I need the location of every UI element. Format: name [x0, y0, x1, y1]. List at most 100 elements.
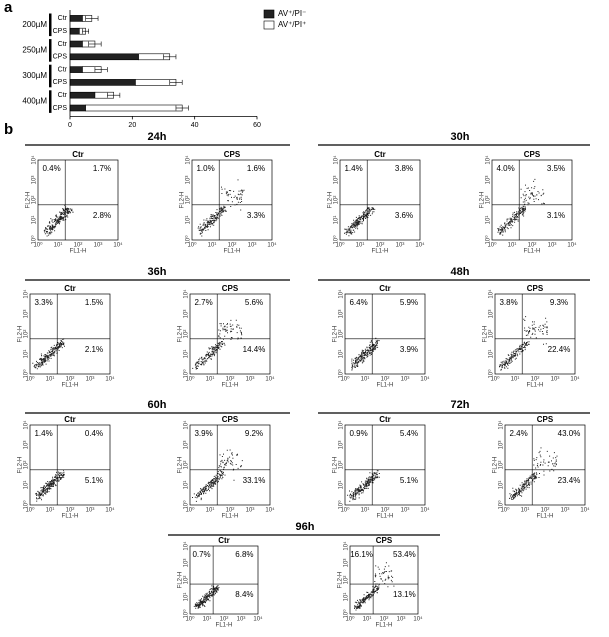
y-tick-label: 10⁰ — [343, 609, 350, 619]
y-tick-label: 10¹ — [489, 350, 495, 359]
y-tick-label: 10⁴ — [333, 155, 340, 165]
y-tick-label: 10⁴ — [183, 289, 190, 299]
x-tick-label: 10¹ — [356, 243, 365, 249]
y-tick-label: 10³ — [334, 176, 340, 185]
x-tick-label: 10⁴ — [415, 242, 425, 249]
y-tick-label: 10² — [339, 461, 345, 470]
quadrant-percent: 5.6% — [245, 298, 263, 307]
y-tick-label: 10⁴ — [338, 289, 345, 299]
quadrant-percent: 0.9% — [349, 429, 367, 438]
plot-label: CPS — [524, 150, 541, 159]
quadrant-percent: 9.2% — [245, 429, 263, 438]
quadrant-percent: 5.1% — [400, 476, 418, 485]
y-axis-label: FL2-H — [338, 572, 344, 589]
y-tick-label: 10⁰ — [338, 369, 345, 379]
x-axis-label: FL1-H — [224, 249, 241, 255]
y-tick-label: 10² — [24, 330, 30, 339]
group-bracket — [49, 39, 52, 62]
timepoint-label: 36h — [148, 266, 167, 278]
x-tick-label: 10⁰ — [335, 242, 345, 249]
plot-frame — [189, 293, 271, 375]
x-tick-label: 10⁰ — [490, 376, 500, 383]
plot-label: CPS — [376, 536, 393, 545]
x-tick-label: 10⁰ — [185, 376, 195, 383]
y-axis-label: FL2-H — [483, 326, 489, 343]
x-tick-label: 10¹ — [361, 508, 370, 514]
quadrant-percent: 1.6% — [247, 164, 265, 173]
y-tick-label: 10² — [24, 461, 30, 470]
plot-frame — [344, 424, 426, 506]
x-axis-label: FL1-H — [372, 249, 389, 255]
error-bar — [107, 92, 121, 98]
y-tick-label: 10⁴ — [23, 289, 30, 299]
quadrant-percent: 23.4% — [558, 476, 581, 485]
y-tick-label: 10¹ — [184, 481, 190, 490]
x-tick-label: 10³ — [246, 377, 255, 383]
timepoint-label: 96h — [296, 521, 315, 533]
x-tick-label: 10² — [226, 377, 235, 383]
x-tick-label: 10³ — [401, 377, 410, 383]
x-tick-label: 10⁰ — [340, 507, 350, 514]
y-tick-label: 10¹ — [334, 216, 340, 225]
y-tick-label: 10³ — [32, 176, 38, 185]
x-tick-label: 10⁰ — [487, 242, 497, 249]
y-axis-label: FL2-H — [328, 192, 334, 209]
plot-frame — [494, 293, 576, 375]
x-axis-label: FL1-H — [524, 249, 541, 255]
x-tick-label: 10⁰ — [25, 376, 35, 383]
y-axis-label: FL2-H — [178, 457, 184, 474]
y-tick-label: 10⁰ — [333, 235, 340, 245]
y-tick-label: 10³ — [24, 310, 30, 319]
x-tick-label: 40 — [191, 122, 199, 129]
x-tick-label: 10¹ — [511, 377, 520, 383]
x-tick-label: 10³ — [561, 508, 570, 514]
y-tick-label: 10³ — [184, 441, 190, 450]
quadrant-percent: 43.0% — [558, 429, 581, 438]
legend-swatch — [263, 20, 275, 30]
y-tick-label: 10¹ — [339, 481, 345, 490]
quadrant-percent: 33.1% — [243, 476, 266, 485]
x-tick-label: 10⁴ — [420, 507, 430, 514]
plot-frame — [29, 424, 111, 506]
x-tick-label: 10¹ — [46, 508, 55, 514]
quadrant-percent: 3.5% — [547, 164, 565, 173]
x-axis-label: FL1-H — [527, 383, 544, 389]
x-tick-label: 10¹ — [361, 377, 370, 383]
quadrant-percent: 3.1% — [547, 211, 565, 220]
x-tick-label: 10¹ — [203, 617, 212, 623]
y-tick-label: 10⁴ — [185, 155, 192, 165]
x-axis-label: FL1-H — [537, 514, 554, 520]
plot-frame — [189, 545, 259, 615]
x-tick-label: 10⁴ — [265, 376, 275, 383]
x-tick-label: 10² — [528, 243, 537, 249]
x-axis-label: FL1-H — [62, 514, 79, 520]
y-tick-label: 10⁰ — [23, 500, 30, 510]
x-axis-label: FL1-H — [377, 383, 394, 389]
y-tick-label: 10³ — [489, 310, 495, 319]
y-tick-label: 10³ — [339, 310, 345, 319]
x-tick-label: 10⁴ — [580, 507, 590, 514]
y-tick-label: 10⁴ — [485, 155, 492, 165]
bar — [69, 40, 83, 48]
quadrant-percent: 1.7% — [93, 164, 111, 173]
plot-frame — [504, 424, 586, 506]
group-label: 250µM — [22, 46, 47, 55]
quadrant-percent: 6.4% — [349, 298, 367, 307]
x-tick-label: 10² — [74, 243, 83, 249]
event-dots — [497, 178, 545, 236]
plot-label: CPS — [222, 415, 239, 424]
y-tick-label: 10⁰ — [183, 500, 190, 510]
x-tick-label: 10² — [66, 377, 75, 383]
plot-frame — [29, 293, 111, 375]
x-tick-label: 10² — [381, 508, 390, 514]
panel-label: b — [4, 121, 13, 138]
plot-frame — [191, 159, 273, 241]
y-tick-label: 10⁰ — [183, 369, 190, 379]
x-tick-label: 10³ — [551, 377, 560, 383]
x-tick-label: 10¹ — [206, 377, 215, 383]
event-dots — [192, 449, 243, 502]
y-tick-label: 10⁴ — [343, 541, 350, 551]
error-bar — [82, 28, 89, 34]
y-tick-label: 10⁴ — [31, 155, 38, 165]
event-dots — [347, 470, 380, 502]
